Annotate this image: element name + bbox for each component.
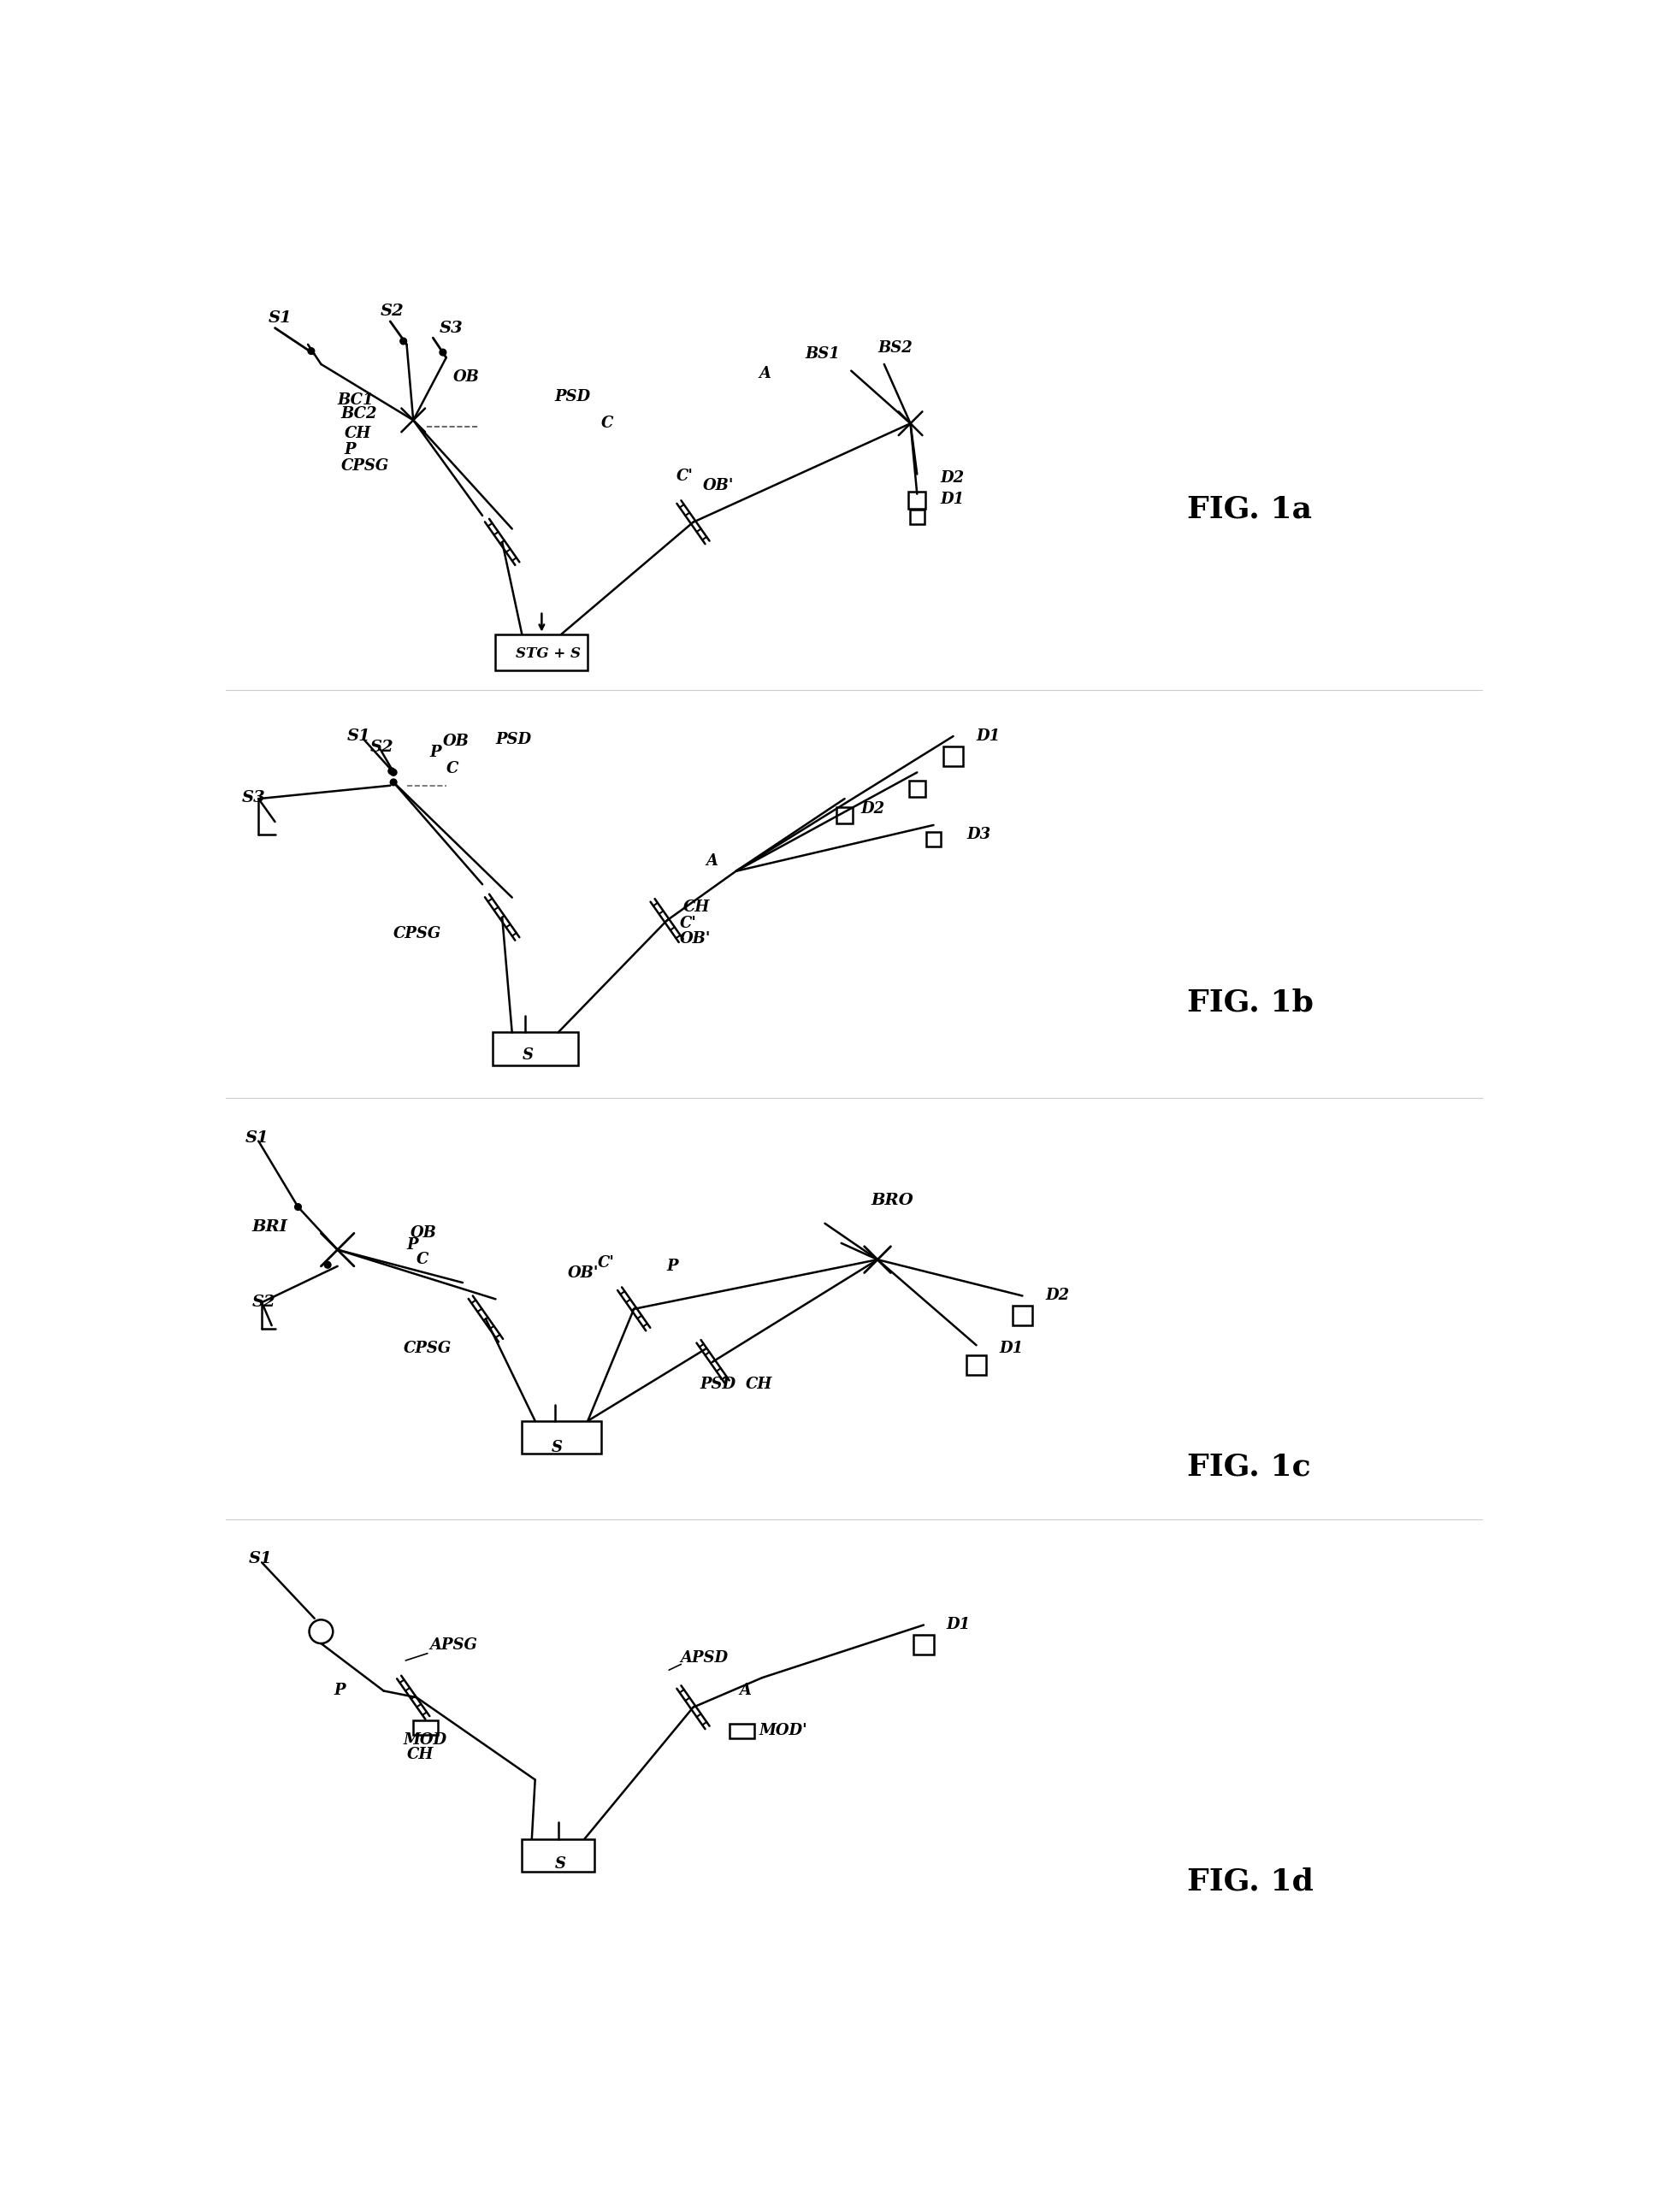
Text: D2: D2 xyxy=(861,801,885,816)
Text: APSG: APSG xyxy=(430,1637,478,1652)
Circle shape xyxy=(400,338,407,345)
Bar xyxy=(908,491,926,509)
Text: A: A xyxy=(706,854,718,869)
Text: S1: S1 xyxy=(248,1551,272,1566)
Text: D1: D1 xyxy=(976,728,1000,743)
Text: APSD: APSD xyxy=(680,1650,728,1666)
Text: A: A xyxy=(740,1683,751,1699)
Text: BC1: BC1 xyxy=(338,394,373,407)
Bar xyxy=(521,1420,601,1453)
Circle shape xyxy=(390,779,397,785)
Text: PSD: PSD xyxy=(700,1378,736,1391)
Text: C: C xyxy=(601,416,613,431)
Text: OB': OB' xyxy=(568,1265,600,1281)
Text: CH: CH xyxy=(683,900,710,916)
Text: BS2: BS2 xyxy=(878,341,913,356)
Bar xyxy=(491,1033,578,1066)
Bar xyxy=(521,1838,595,1871)
Text: FIG. 1b: FIG. 1b xyxy=(1188,989,1313,1018)
Text: S2: S2 xyxy=(380,303,405,319)
Bar xyxy=(943,745,963,765)
Text: D2: D2 xyxy=(1046,1287,1070,1303)
Text: MOD: MOD xyxy=(403,1732,446,1747)
Text: P: P xyxy=(345,442,355,458)
Text: CH: CH xyxy=(345,425,372,440)
Text: S2: S2 xyxy=(370,739,395,754)
Text: S3: S3 xyxy=(440,321,463,336)
Circle shape xyxy=(388,768,395,774)
Text: P: P xyxy=(430,745,441,761)
Circle shape xyxy=(440,349,446,356)
Text: CPSG: CPSG xyxy=(403,1340,451,1356)
Circle shape xyxy=(390,770,397,776)
Text: D1: D1 xyxy=(940,491,965,507)
Text: D1: D1 xyxy=(946,1617,971,1632)
Text: OB': OB' xyxy=(680,931,711,947)
Text: S1: S1 xyxy=(348,728,372,743)
Text: OB: OB xyxy=(453,369,480,385)
Bar xyxy=(495,635,588,670)
Bar xyxy=(730,1723,755,1739)
Text: OB: OB xyxy=(443,734,470,750)
Text: S: S xyxy=(551,1440,563,1455)
Bar xyxy=(1013,1305,1033,1325)
Text: P: P xyxy=(407,1237,418,1252)
Bar xyxy=(836,807,853,823)
Bar xyxy=(910,509,925,524)
Text: BS1: BS1 xyxy=(805,347,840,363)
Text: P: P xyxy=(666,1259,678,1274)
Text: BRI: BRI xyxy=(252,1219,288,1234)
Text: FIG. 1a: FIG. 1a xyxy=(1188,495,1311,524)
Text: FIG. 1c: FIG. 1c xyxy=(1188,1453,1311,1482)
Text: A: A xyxy=(760,367,771,383)
Text: D3: D3 xyxy=(966,827,991,843)
Text: BRO: BRO xyxy=(871,1192,913,1208)
Text: CPSG: CPSG xyxy=(342,458,388,473)
Text: S1: S1 xyxy=(245,1130,270,1146)
Text: BC2: BC2 xyxy=(342,405,377,420)
Bar xyxy=(913,1635,933,1655)
Text: CPSG: CPSG xyxy=(393,927,441,942)
Text: PSD: PSD xyxy=(495,732,531,748)
Text: S: S xyxy=(555,1856,566,1871)
Text: D2: D2 xyxy=(940,471,965,487)
Text: STG + S: STG + S xyxy=(515,646,580,661)
Circle shape xyxy=(325,1261,332,1267)
Text: S3: S3 xyxy=(242,790,267,805)
Text: S2: S2 xyxy=(252,1294,275,1310)
Circle shape xyxy=(308,347,315,354)
Circle shape xyxy=(295,1203,302,1210)
Bar xyxy=(413,1721,438,1734)
Text: D1: D1 xyxy=(1000,1340,1023,1356)
Text: C: C xyxy=(416,1252,428,1267)
Text: C: C xyxy=(446,761,458,776)
Text: PSD: PSD xyxy=(555,389,591,405)
Text: CH: CH xyxy=(746,1378,773,1391)
Text: C': C' xyxy=(680,916,696,931)
Text: OB: OB xyxy=(410,1225,436,1241)
Bar xyxy=(926,832,941,847)
Text: C': C' xyxy=(598,1254,615,1270)
Text: CH: CH xyxy=(407,1747,433,1763)
Text: C': C' xyxy=(676,469,693,484)
Bar xyxy=(910,781,925,796)
Text: OB': OB' xyxy=(703,478,735,493)
Bar xyxy=(966,1356,986,1376)
Text: MOD': MOD' xyxy=(760,1723,808,1739)
Text: S: S xyxy=(521,1048,533,1064)
Text: FIG. 1d: FIG. 1d xyxy=(1188,1867,1313,1896)
Text: P: P xyxy=(335,1683,347,1699)
Text: S1: S1 xyxy=(268,310,292,325)
